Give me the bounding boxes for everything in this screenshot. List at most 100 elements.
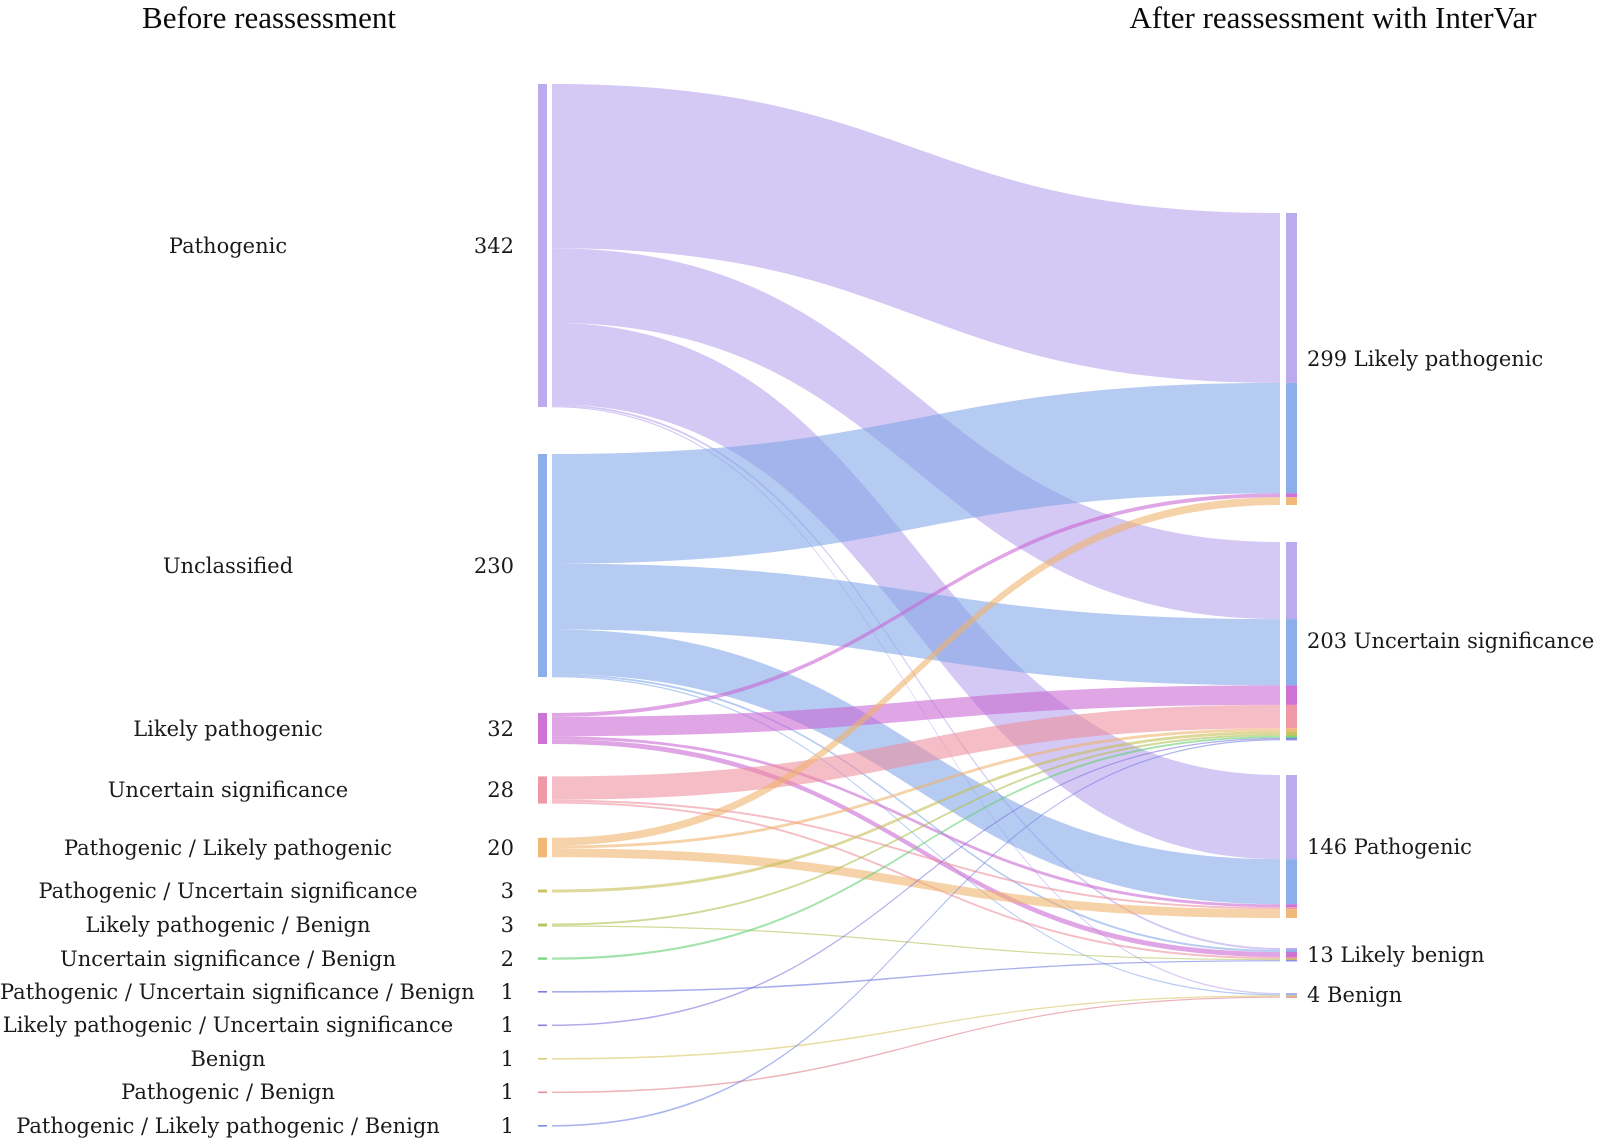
left-node-label: Pathogenic / Likely pathogenic [63,835,393,860]
left-node-value: 2 [500,946,514,971]
right-node-segment [1286,859,1297,905]
left-node-label-row: Pathogenic / Benign 1 [0,1077,514,1107]
left-node-value: 1 [500,979,514,1004]
right-node-segment [1286,731,1297,735]
right-node-segment [1286,728,1297,732]
right-node-label: 299 Likely pathogenic [1307,347,1544,371]
left-node-label-row: Pathogenic 342 [0,231,514,261]
sankey-flow [552,734,1280,926]
left-node-label-row: Pathogenic / Likely pathogenic / Benign 1 [0,1111,514,1141]
left-node-value: 3 [500,879,514,903]
sankey-flow [552,84,1280,383]
right-node-segment [1286,704,1297,729]
sankey-flow [552,799,1280,910]
sankey-flow [552,925,1280,961]
right-node-segment [1286,382,1297,494]
left-node-label-row: Unclassified 230 [0,551,514,581]
sankey-flow [552,685,1280,737]
right-node-segment [1286,993,1297,995]
left-node-label-row: Pathogenic / Likely pathogenic 20 [0,833,514,863]
left-node-label-row: Pathogenic / Uncertain significance / Be… [0,977,514,1007]
right-node-label: 4 Benign [1307,983,1403,1008]
right-node-segment [1286,736,1297,739]
left-node-label: Pathogenic / Uncertain significance [38,879,418,903]
left-node-bar [538,84,547,407]
sankey-flow [552,736,1280,960]
right-node-segment [1286,996,1297,998]
left-node-bar [538,957,547,960]
left-node-bar [538,1125,547,1127]
left-node-value: 20 [487,835,514,860]
left-node-value: 32 [487,716,514,741]
right-node-segment [1286,542,1297,620]
right-node-segment [1286,493,1297,498]
right-node-label: 146 Pathogenic [1307,834,1472,859]
left-node-bar [538,1091,547,1094]
right-node-segment [1286,213,1297,383]
sankey-flow [552,563,1280,686]
left-node-bar [538,923,547,927]
left-node-label: Likely pathogenic / Benign [85,913,371,937]
right-node-segment [1286,685,1297,705]
left-node-bar [538,837,547,858]
left-node-bar [538,991,547,993]
right-node-segment [1286,497,1297,505]
right-column-title: After reassessment with InterVar [1129,0,1537,35]
sankey-flow [552,960,1280,993]
left-node-label-row: Pathogenic / Uncertain significance 3 [0,876,514,906]
left-node-value: 1 [500,1113,514,1138]
sankey-flow [552,322,1280,860]
left-node-label: Pathogenic [168,233,288,258]
right-node-segment [1286,904,1297,908]
left-node-value: 1 [500,1013,514,1038]
right-node-segment [1286,734,1297,737]
right-node-segment [1286,739,1297,741]
left-node-label: Benign [190,1046,266,1071]
right-node-label: 203 Uncertain significance [1307,629,1595,653]
right-node-segment [1286,950,1297,952]
right-node-segment [1286,952,1297,957]
sankey-flow [552,704,1280,800]
sankey-flow [552,738,1280,1027]
sankey-flow [552,995,1280,1060]
left-node-label: Likely pathogenic / Uncertain significan… [2,1013,454,1038]
left-node-value: 1 [500,1046,514,1071]
right-node-segment [1286,957,1297,959]
sankey-flow [552,736,1280,908]
sankey-flow [552,497,1280,846]
left-node-label: Pathogenic / Benign [121,1080,335,1105]
sankey-flow [552,996,1280,1094]
left-node-label: Pathogenic / Uncertain significance / Be… [0,979,475,1004]
right-node-segment [1286,775,1297,860]
left-node-bar [538,776,547,804]
left-node-bar [538,713,547,744]
left-node-label-row: Uncertain significance / Benign 2 [0,944,514,974]
right-node-segment [1286,994,1297,996]
right-node-segment [1286,738,1297,740]
right-node-segment [1286,619,1297,686]
sankey-flow [552,382,1280,564]
sankey-flow [552,731,1280,893]
left-node-bar [538,1024,547,1027]
sankey-flow [552,728,1280,849]
right-node-segment [1286,995,1297,997]
left-node-label-row: Likely pathogenic / Uncertain significan… [0,1010,514,1040]
right-node-segment [1286,909,1297,918]
left-node-bar [538,1058,547,1060]
left-node-value: 342 [473,233,514,258]
sankey-flow [552,406,1280,995]
right-node-segment [1286,959,1297,961]
left-node-label: Likely pathogenic [133,716,323,741]
left-node-label: Uncertain significance [107,778,349,802]
left-node-value: 1 [500,1080,514,1105]
left-node-value: 3 [500,913,514,937]
left-node-label: Pathogenic / Likely pathogenic / Benign [16,1113,440,1138]
right-node-label: 13 Likely benign [1307,942,1485,967]
left-node-bar [538,454,547,677]
right-node-segment [1286,960,1297,962]
left-node-label-row: Likely pathogenic 32 [0,714,514,744]
sankey-flow [552,848,1280,918]
left-node-value: 28 [487,778,514,802]
